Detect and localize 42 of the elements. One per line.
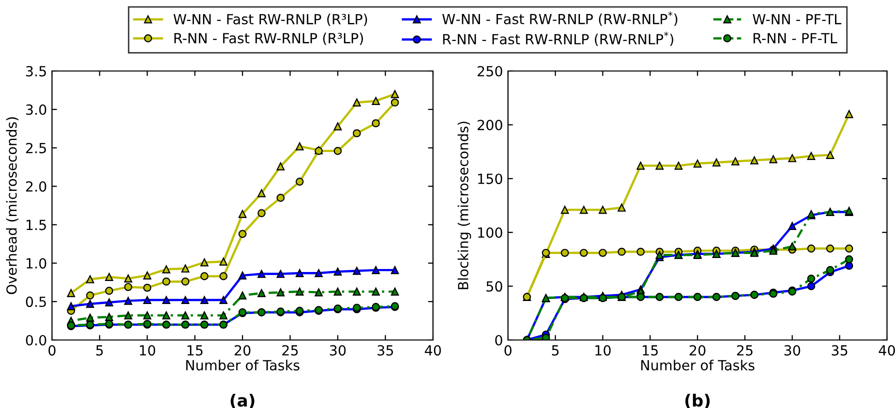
x-tick-label: 40 — [878, 345, 895, 356]
legend-label: R-NN - Fast RW-RNLP (RW-RNLP$^{*}$) — [443, 32, 674, 46]
y-tick-label: 2.5 — [26, 142, 46, 154]
x-tick-label: 20 — [690, 345, 706, 356]
x-tick-label: 20 — [234, 345, 250, 356]
x-tick-label: 35 — [832, 345, 848, 356]
x-tick-label: 15 — [642, 345, 658, 356]
x-tick-label: 10 — [595, 345, 611, 356]
y-tick-label: 2.0 — [26, 181, 46, 192]
y-tick-label: 250 — [478, 66, 502, 76]
x-axis-title: Number of Tasks — [186, 360, 300, 370]
y-tick-label: 0 — [495, 334, 502, 346]
y-tick-label: 1.5 — [26, 220, 46, 230]
x-tick-label: 15 — [188, 345, 202, 356]
legend-label: W-NN - Fast RW-RNLP (RW-RNLP$^{*}$) — [442, 12, 678, 26]
y-tick-label: 3.5 — [26, 66, 46, 76]
y-tick-label: 200 — [478, 120, 502, 130]
y-tick-label: 50 — [486, 281, 502, 292]
x-tick-label: 5 — [552, 345, 559, 356]
x-tick-label: 10 — [140, 345, 156, 356]
x-tick-label: 40 — [424, 345, 441, 356]
legend-label: R-NN - PF-TL — [754, 33, 838, 44]
y-tick-label: 3.0 — [26, 104, 46, 115]
y-axis-title: Blocking (microseconds) — [458, 122, 472, 290]
x-tick-label: 0 — [48, 345, 56, 356]
x-tick-label: 0 — [504, 345, 512, 356]
x-axis-title: Number of Tasks — [641, 360, 754, 370]
y-axis-title: Overhead (microseconds) — [6, 117, 18, 294]
legend-label: W-NN - PF-TL — [752, 14, 842, 24]
x-tick-label: 25 — [282, 345, 298, 356]
y-tick-label: 0.0 — [26, 334, 46, 346]
x-tick-label: 25 — [737, 345, 752, 356]
x-tick-label: 30 — [330, 345, 346, 356]
y-tick-label: 100 — [478, 227, 502, 238]
y-tick-label: 0.5 — [26, 296, 46, 308]
legend-label: W-NN - Fast RW-RNLP (R³LP) — [174, 14, 368, 26]
x-tick-label: 35 — [378, 345, 393, 356]
y-tick-label: 150 — [478, 174, 502, 184]
y-tick-label: 1.0 — [26, 258, 46, 269]
x-tick-label: 30 — [784, 345, 800, 356]
legend-label: R-NN - Fast RW-RNLP (R³LP) — [174, 32, 363, 46]
x-tick-label: 5 — [96, 345, 103, 356]
